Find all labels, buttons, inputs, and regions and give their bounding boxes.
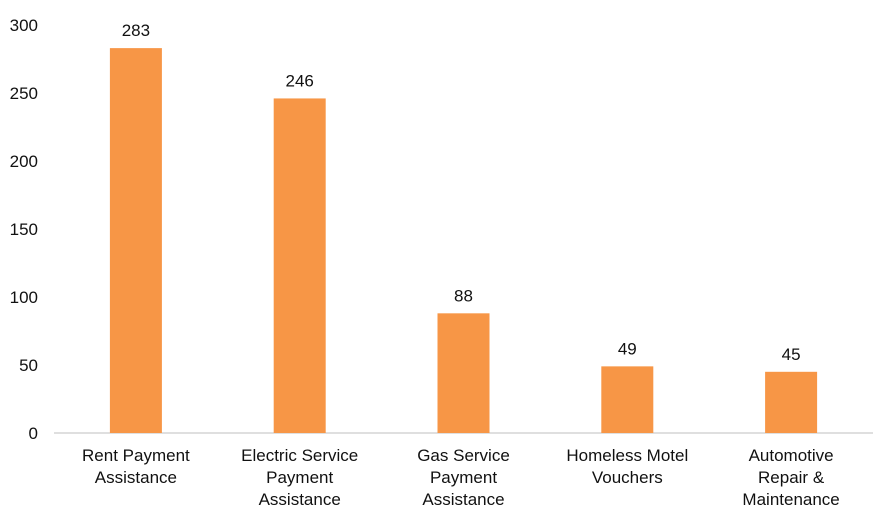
bar-series <box>109 48 818 434</box>
x-category-label: Electric Service Payment Assistance <box>241 446 358 509</box>
y-tick-label: 50 <box>19 356 38 375</box>
y-tick-label: 200 <box>10 152 38 171</box>
bar <box>601 366 654 433</box>
bar <box>273 98 326 433</box>
bar <box>437 313 490 433</box>
y-axis: 0 50 100 150 200 250 300 <box>10 16 38 443</box>
y-tick-label: 250 <box>10 84 38 103</box>
y-tick-label: 0 <box>29 424 38 443</box>
x-category-label: Automotive Repair & Maintenance <box>742 446 839 509</box>
data-label: 45 <box>782 345 801 364</box>
data-label: 49 <box>618 339 637 358</box>
x-category-label: Rent Payment Assistance <box>82 446 190 487</box>
bar <box>765 371 818 433</box>
x-category-label: Gas Service Payment Assistance <box>417 446 510 509</box>
x-category-label: Homeless Motel Vouchers <box>566 446 688 487</box>
data-label: 88 <box>454 286 473 305</box>
data-label: 283 <box>122 21 150 40</box>
bar <box>109 48 162 434</box>
data-label: 246 <box>286 71 314 90</box>
y-tick-label: 300 <box>10 16 38 35</box>
data-labels: 283 246 88 49 45 <box>122 21 801 364</box>
y-tick-label: 150 <box>10 220 38 239</box>
category-labels: Rent Payment Assistance Electric Service Pa… <box>82 446 840 509</box>
y-tick-label: 100 <box>10 288 38 307</box>
